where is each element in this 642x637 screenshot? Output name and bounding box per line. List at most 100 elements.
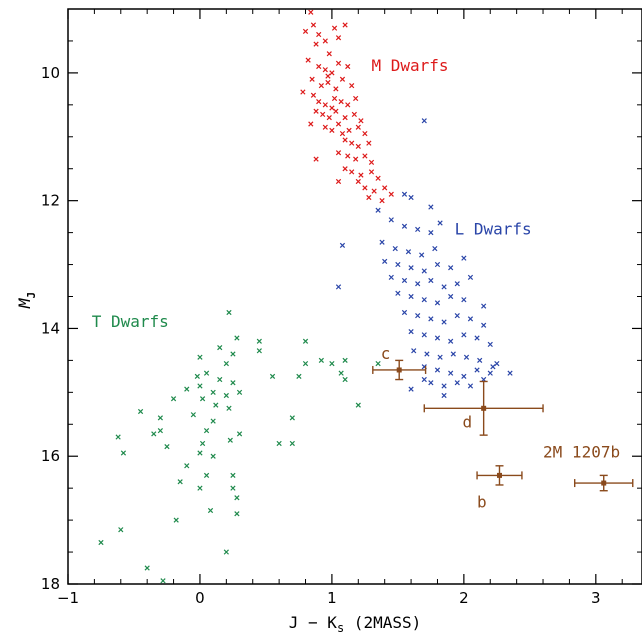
l-dwarf-point — [419, 252, 425, 258]
m-dwarf-point — [379, 198, 385, 204]
l-dwarfs-label: L Dwarfs — [455, 220, 532, 239]
object-label: c — [381, 344, 391, 363]
m-dwarf-point — [318, 83, 324, 89]
l-dwarf-point — [379, 239, 385, 245]
m-dwarf-point — [366, 140, 372, 146]
m-dwarf-point — [335, 35, 342, 41]
y-tick-label: 12 — [41, 192, 60, 210]
t-dwarf-point — [173, 517, 179, 523]
t-dwarf-point — [223, 392, 229, 399]
m-dwarf-point — [322, 67, 328, 73]
l-dwarf-point — [434, 300, 441, 306]
l-dwarf-point — [490, 364, 496, 370]
l-dwarf-point — [441, 319, 447, 325]
l-dwarf-point — [450, 351, 456, 357]
m-dwarf-point — [342, 166, 348, 172]
t-dwarf-point — [157, 415, 163, 421]
x-axis-title-sub: s — [337, 621, 344, 635]
axis-ticks — [67, 9, 642, 585]
l-dwarf-point — [421, 297, 427, 303]
x-tick-label: 1 — [327, 589, 337, 607]
l-dwarf-point — [454, 281, 460, 287]
l-dwarf-point — [424, 351, 430, 357]
l-dwarf-point — [401, 223, 408, 229]
l-dwarf-point — [408, 293, 414, 300]
t-dwarf-point — [256, 338, 262, 344]
t-dwarf-point — [184, 386, 190, 392]
l-dwarf-point — [401, 277, 408, 284]
l-dwarf-point — [428, 277, 434, 284]
l-dwarf-point — [408, 265, 414, 271]
l-dwarf-point — [421, 268, 427, 274]
t-dwarf-point — [269, 373, 276, 379]
l-dwarf-point — [448, 338, 454, 344]
t-dwarf-point — [227, 437, 233, 443]
t-dwarf-point — [256, 348, 262, 354]
l-dwarf-point — [461, 255, 467, 261]
plot-frame — [67, 8, 642, 585]
t-dwarf-point — [226, 309, 232, 316]
m-dwarf-point — [362, 153, 368, 159]
l-dwarf-point — [339, 242, 346, 249]
m-dwarf-point — [333, 108, 339, 114]
x-axis-title-main: J − K — [289, 613, 338, 632]
t-dwarf-point — [234, 511, 240, 517]
m-dwarf-point — [358, 172, 364, 178]
object-marker — [601, 480, 607, 486]
t-dwarf-point — [230, 351, 236, 357]
m-dwarf-point — [371, 188, 377, 194]
l-dwarf-point — [395, 290, 401, 296]
t-dwarf-point — [234, 335, 240, 341]
m-dwarf-point — [353, 156, 359, 162]
t-dwarf-point — [236, 389, 243, 395]
l-dwarf-point — [428, 204, 434, 210]
m-dwarf-point — [335, 60, 342, 66]
t-dwarf-point — [302, 360, 309, 367]
l-dwarf-point — [408, 386, 414, 392]
t-dwarf-point — [223, 549, 229, 555]
l-dwarf-point — [395, 261, 401, 268]
t-dwarf-point — [144, 565, 150, 571]
m-dwarf-point — [351, 111, 357, 118]
l-dwarf-point — [487, 370, 493, 376]
m-dwarf-point — [309, 76, 315, 82]
t-dwarf-point — [164, 444, 170, 450]
t-dwarf-point — [217, 344, 223, 351]
t-dwarf-point — [318, 357, 324, 364]
t-dwarf-point — [203, 428, 210, 434]
m-dwarf-point — [335, 150, 342, 156]
t-dwarf-point — [355, 402, 361, 408]
l-dwarf-point — [401, 191, 408, 197]
t-dwarf-point — [289, 440, 295, 447]
y-tick-label: 16 — [41, 447, 60, 465]
t-dwarf-point — [276, 440, 282, 447]
x-tick-label: 0 — [195, 589, 205, 607]
l-dwarf-point — [507, 370, 513, 376]
t-dwarf-point — [203, 472, 210, 479]
l-dwarf-point — [382, 258, 388, 264]
m-dwarf-point — [368, 169, 375, 175]
l-dwarf-point — [392, 245, 398, 252]
y-tick-label: 10 — [41, 64, 60, 82]
l-dwarf-point — [401, 309, 408, 316]
m-dwarf-point — [313, 108, 319, 114]
l-dwarf-point — [454, 313, 460, 319]
l-dwarf-point — [421, 332, 427, 338]
t-dwarf-point — [230, 485, 236, 491]
m-dwarf-point — [355, 143, 361, 149]
m-dwarf-point — [342, 114, 348, 121]
m-dwarf-point — [308, 9, 314, 15]
m-dwarf-point — [382, 185, 388, 191]
t-dwarf-point — [120, 450, 127, 456]
t-dwarf-point — [184, 463, 190, 469]
m-dwarf-point — [335, 121, 342, 127]
l-dwarf-point — [448, 293, 454, 300]
t-dwarf-point — [223, 360, 229, 367]
y-tick-label: 18 — [41, 575, 60, 593]
l-dwarf-point — [432, 245, 438, 252]
m-dwarf-point — [322, 38, 328, 44]
l-dwarf-point — [415, 226, 421, 233]
t-dwarf-point — [217, 376, 223, 383]
